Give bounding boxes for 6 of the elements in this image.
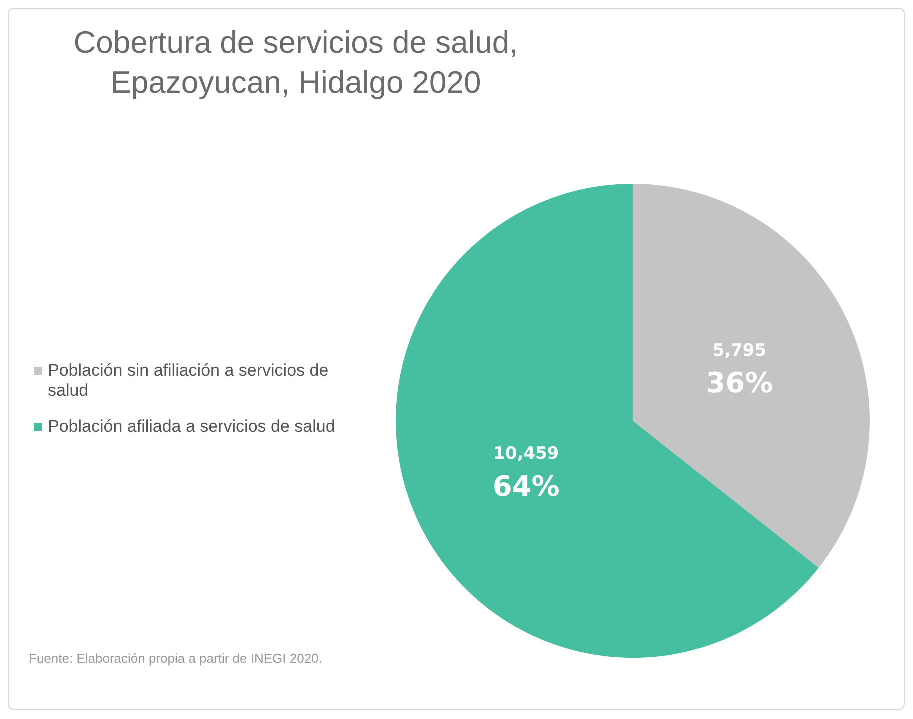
data-label: 10,459 64%	[492, 444, 560, 503]
data-label: 5,795 36%	[706, 340, 774, 400]
legend-label: Población afiliada a servicios de salud	[48, 417, 336, 437]
legend-label: Población sin afiliación a servicios de salud	[48, 361, 330, 401]
chart-title: Cobertura de servicios de salud, Epazoyucan, Hidalgo 2020	[72, 24, 520, 102]
source-note: Fuente: Elaboración propia a partir de INEGI 2020.	[29, 650, 324, 668]
